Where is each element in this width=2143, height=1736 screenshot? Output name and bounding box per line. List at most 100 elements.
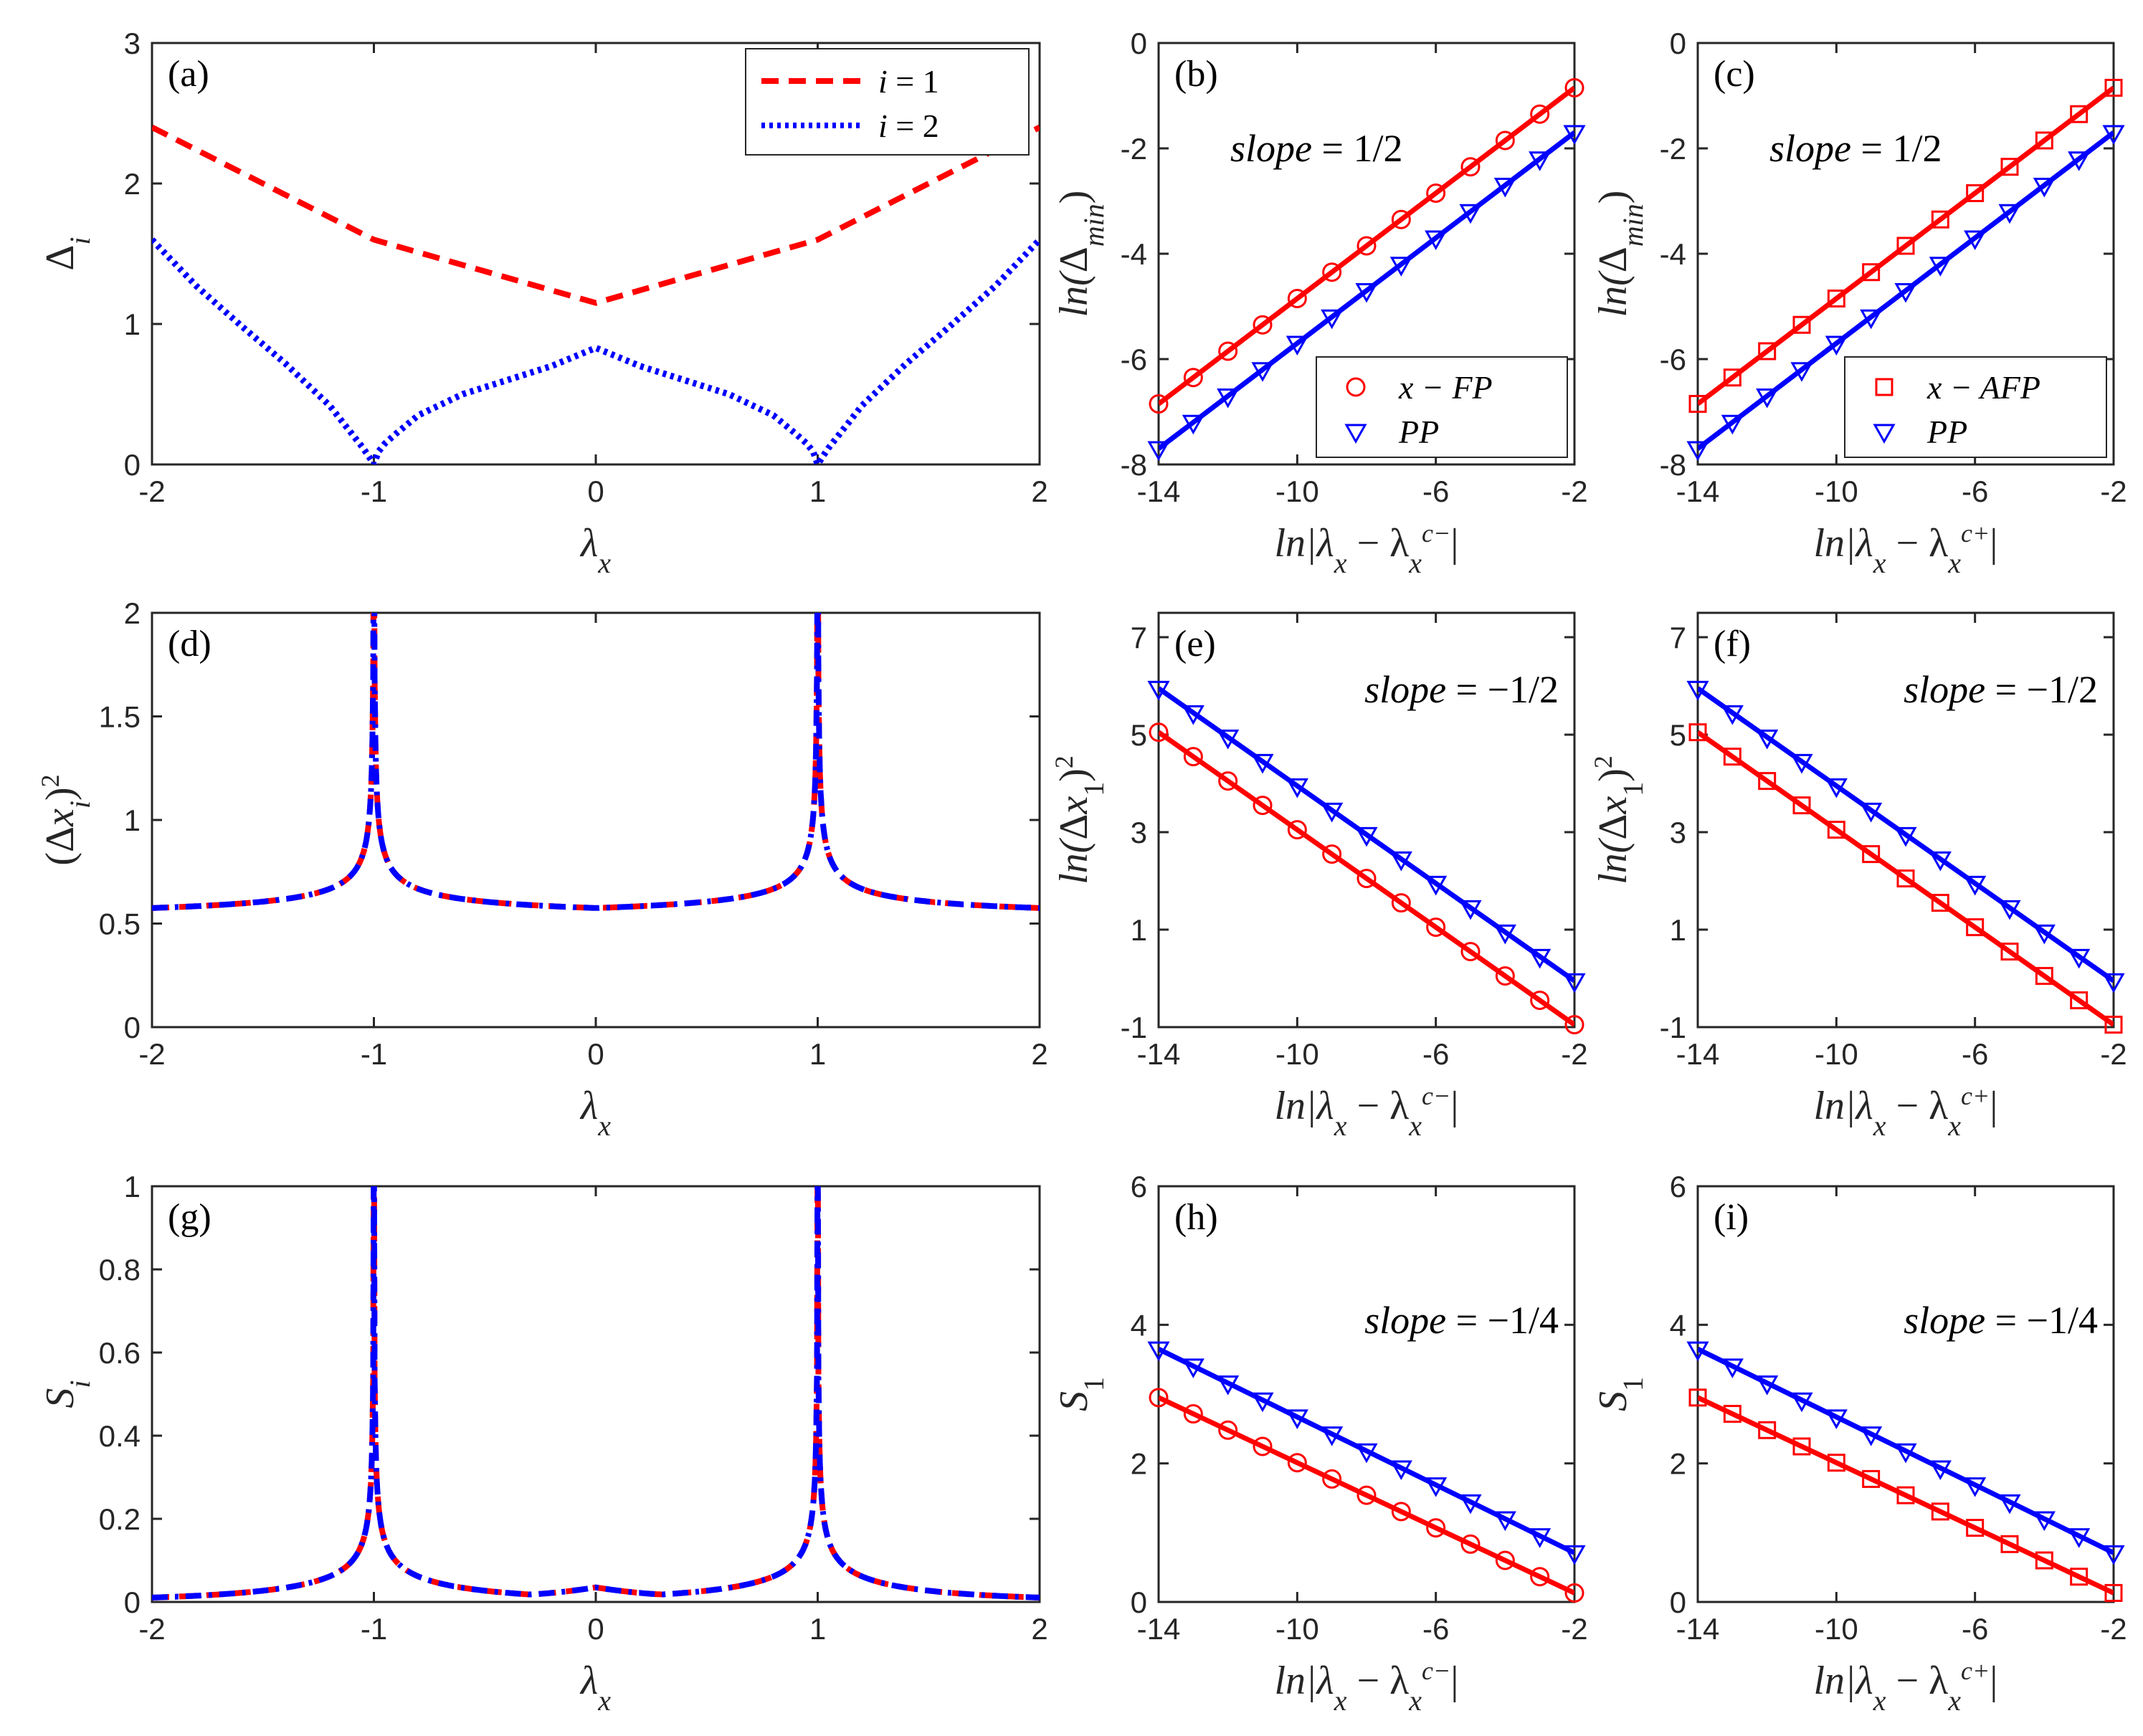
data-point-square [2104, 1016, 2123, 1034]
x-tick-label: -10 [1815, 1612, 1858, 1646]
x-tick-label: -14 [1137, 1612, 1181, 1646]
data-point-square [1862, 1469, 1881, 1488]
data-point-triangle [1790, 1392, 1813, 1413]
legend-marker [1875, 378, 1893, 396]
chart-b: -14 -10 -6 -2 -8 -6 -4 -2 0 ln|λx − λxc−| ln(Δmin)… [1052, 27, 1588, 579]
data-point-square [1758, 342, 1777, 361]
data-point-triangle [1790, 753, 1813, 774]
data-point-triangle [1825, 778, 1848, 798]
y-tick-label: 4 [1670, 1308, 1686, 1342]
plot-frame [1696, 611, 2115, 1029]
data-point-square [1723, 748, 1742, 766]
data-point-triangle [1686, 441, 1709, 461]
data-point-circle [1391, 893, 1411, 913]
data-point-triangle [1721, 414, 1744, 435]
plot-area [1159, 686, 1574, 1027]
chart-e: -14 -10 -6 -2 -1 1 3 5 7 ln|λx − λxc−| ln(Δx1)2 (e)… [1050, 611, 1588, 1142]
x-tick-label: 2 [1031, 1612, 1047, 1646]
data-point-triangle [1563, 1545, 1586, 1565]
y-tick-label: 7 [1670, 621, 1686, 654]
fit-line-1 [1698, 85, 2114, 406]
data-point-square [1688, 1388, 1707, 1407]
slope-annotation: slope = 1/2 [1230, 127, 1402, 170]
legend-marker [1346, 377, 1366, 397]
x-tick-label: -1 [361, 1037, 387, 1071]
legend-entry: i = 1 [878, 63, 939, 100]
data-point-circle [1287, 1453, 1307, 1473]
slope-annotation: slope = 1/2 [1769, 127, 1942, 170]
y-tick-label: 0.6 [99, 1336, 141, 1370]
x-tick-label: -14 [1137, 1037, 1181, 1071]
data-point-circle [1149, 394, 1169, 414]
data-point-circle [1322, 262, 1342, 282]
series-line-2 [152, 1186, 1040, 1601]
y-axis-label: ln(Δmin) [1052, 191, 1110, 318]
y-tick-label: 4 [1131, 1308, 1147, 1342]
x-tick-label: -2 [2100, 474, 2127, 508]
y-tick-label: -1 [1121, 1011, 1147, 1044]
data-point-circle [1356, 236, 1377, 256]
y-tick-label: 5 [1131, 718, 1147, 752]
data-point-square [1688, 394, 1707, 413]
data-point-triangle [2033, 1511, 2056, 1532]
data-point-triangle [1998, 900, 2021, 920]
data-point-square [1931, 1502, 1949, 1521]
legend-entry: PP [1926, 414, 1967, 450]
data-point-circle [1356, 1485, 1377, 1505]
x-tick-label: -6 [1422, 474, 1449, 508]
y-tick-label: 0 [1670, 1585, 1686, 1619]
data-point-circle [1218, 341, 1238, 361]
data-point-triangle [1894, 1443, 1917, 1464]
panel-label: (b) [1174, 54, 1218, 95]
legend-entry: x − AFP [1926, 369, 2040, 406]
data-point-circle [1322, 844, 1342, 864]
x-tick-label: 1 [809, 474, 826, 508]
y-tick-label: 1 [124, 1170, 141, 1203]
data-point-triangle [1860, 309, 1883, 330]
data-point-triangle [2068, 948, 2091, 969]
fit-line-2 [1159, 686, 1574, 983]
x-tick-label: 1 [809, 1612, 826, 1646]
x-tick-label: -2 [2100, 1612, 2127, 1646]
plot-area [1698, 85, 2114, 451]
y-tick-label: 7 [1131, 621, 1147, 654]
data-point-circle [1564, 1583, 1584, 1603]
data-point-square [2070, 105, 2089, 123]
data-point-triangle [2102, 125, 2125, 145]
y-tick-label: 0 [1131, 27, 1147, 60]
data-point-circle [1218, 771, 1238, 791]
x-tick-label: -14 [1676, 1037, 1720, 1071]
y-tick-label: 1.5 [99, 700, 141, 734]
data-point-triangle [1251, 1392, 1274, 1413]
fit-line-1 [1159, 730, 1574, 1027]
x-axis-label: ln|λx − λxc+| [1814, 1656, 1998, 1717]
fit-line-2 [1698, 1347, 2114, 1555]
y-tick-label: 2 [124, 167, 141, 201]
data-point-square [2070, 991, 2089, 1010]
x-tick-label: 0 [587, 474, 604, 508]
data-point-triangle [1286, 778, 1308, 798]
x-tick-label: 0 [587, 1612, 604, 1646]
data-point-triangle [1217, 1375, 1240, 1396]
data-point-square [1723, 1405, 1742, 1423]
chart-a: -2 -1 0 1 2 0 1 2 3 λx Δi (a) i = 1 i = 2 [38, 27, 1048, 579]
data-point-square [1792, 315, 1811, 334]
data-point-triangle [1425, 875, 1448, 896]
data-point-triangle [2068, 1528, 2091, 1548]
series-line-2 [152, 613, 1040, 911]
fit-line-2 [1698, 130, 2114, 451]
series-line-1 [152, 1186, 1040, 1601]
y-tick-label: 2 [1670, 1447, 1686, 1481]
data-point-triangle [1389, 851, 1412, 872]
y-tick-label: 3 [1670, 816, 1686, 849]
data-point-square [1827, 821, 1845, 839]
data-point-square [1931, 210, 1949, 229]
plot-frame [1696, 1185, 2115, 1603]
y-tick-label: 0 [124, 1011, 141, 1044]
data-point-circle [1218, 1420, 1238, 1440]
slope-annotation: slope = −1/4 [1904, 1299, 2098, 1342]
y-tick-label: 1 [1131, 913, 1147, 947]
data-point-circle [1149, 1388, 1169, 1408]
data-point-circle [1287, 288, 1307, 308]
panel-label: (d) [168, 624, 212, 664]
